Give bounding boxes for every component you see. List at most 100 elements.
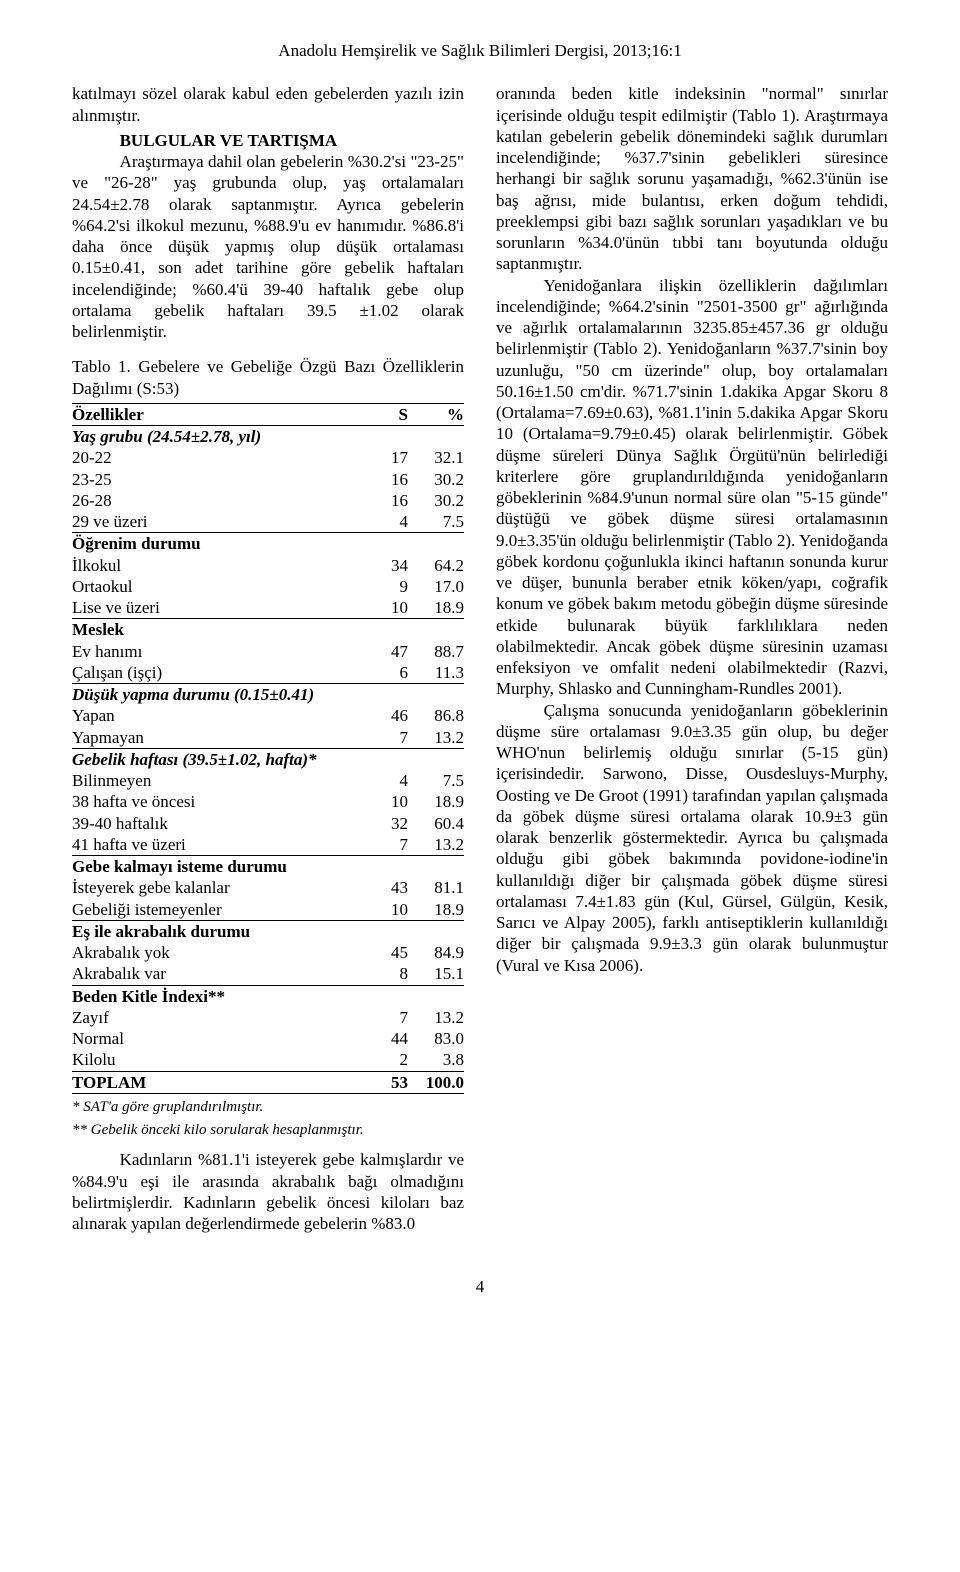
table-cell-percent: 32.1 bbox=[408, 447, 464, 468]
table-row: Yaş grubu (24.54±2.78, yıl) bbox=[72, 426, 464, 447]
table-row: Kilolu23.8 bbox=[72, 1049, 464, 1070]
table-cell-label: Çalışan (işçi) bbox=[72, 662, 364, 683]
table-row: 26-281630.2 bbox=[72, 490, 464, 511]
table-cell-count: 32 bbox=[364, 813, 408, 834]
table-cell-count: 7 bbox=[364, 1007, 408, 1028]
table-cell-label: TOPLAM bbox=[72, 1072, 364, 1093]
table-cell-count: 4 bbox=[364, 511, 408, 532]
table-cell-percent: 11.3 bbox=[408, 662, 464, 683]
table-cell-label: Akrabalık var bbox=[72, 963, 364, 984]
table-cell-count: 7 bbox=[364, 834, 408, 855]
section-heading-bulgular: BULGULAR VE TARTIŞMA bbox=[72, 130, 464, 151]
table-row: 41 hafta ve üzeri713.2 bbox=[72, 834, 464, 856]
table-cell-percent: 81.1 bbox=[408, 877, 464, 898]
paragraph: Araştırmaya dahil olan gebelerin %30.2's… bbox=[72, 151, 464, 342]
table-cell-label: 23-25 bbox=[72, 469, 364, 490]
table-cell-label: Eş ile akrabalık durumu bbox=[72, 921, 364, 942]
table-footnote: ** Gebelik önceki kilo sorularak hesapla… bbox=[72, 1121, 464, 1140]
table-cell-count: 44 bbox=[364, 1028, 408, 1049]
table-cell-label: Bilinmeyen bbox=[72, 770, 364, 791]
table-row: Lise ve üzeri1018.9 bbox=[72, 597, 464, 619]
two-column-layout: katılmayı sözel olarak kabul eden gebele… bbox=[72, 83, 888, 1234]
table-cell-count bbox=[364, 986, 408, 1007]
table-cell-percent: 100.0 bbox=[408, 1072, 464, 1093]
table-caption: Tablo 1. Gebelere ve Gebeliğe Özgü Bazı … bbox=[72, 356, 464, 399]
table-row: Gebe kalmayı isteme durumu bbox=[72, 856, 464, 877]
table-cell-count: 16 bbox=[364, 469, 408, 490]
table-1: Tablo 1. Gebelere ve Gebeliğe Özgü Bazı … bbox=[72, 356, 464, 1139]
table-cell-percent: 84.9 bbox=[408, 942, 464, 963]
table-row: Meslek bbox=[72, 619, 464, 640]
table-cell-label: Ev hanımı bbox=[72, 641, 364, 662]
table-cell-label: Gebe kalmayı isteme durumu bbox=[72, 856, 364, 877]
table-cell-label: 41 hafta ve üzeri bbox=[72, 834, 364, 855]
table-cell-count: 53 bbox=[364, 1072, 408, 1093]
table-cell-percent bbox=[408, 684, 464, 705]
table-cell-label: Akrabalık yok bbox=[72, 942, 364, 963]
table-row: 29 ve üzeri47.5 bbox=[72, 511, 464, 533]
table-cell-label: Zayıf bbox=[72, 1007, 364, 1028]
table-row: Gebeliği istemeyenler1018.9 bbox=[72, 899, 464, 921]
table-cell-count: 6 bbox=[364, 662, 408, 683]
table-row: Öğrenim durumu bbox=[72, 533, 464, 554]
table-cell-label: Yapan bbox=[72, 705, 364, 726]
table-row: Düşük yapma durumu (0.15±0.41) bbox=[72, 684, 464, 705]
table-cell-label: Öğrenim durumu bbox=[72, 533, 364, 554]
table-cell-label: İsteyerek gebe kalanlar bbox=[72, 877, 364, 898]
table-row: 39-40 haftalık3260.4 bbox=[72, 813, 464, 834]
table-cell-percent: 83.0 bbox=[408, 1028, 464, 1049]
table-cell-count: S bbox=[364, 404, 408, 425]
table-cell-percent: 18.9 bbox=[408, 899, 464, 920]
journal-header: Anadolu Hemşirelik ve Sağlık Bilimleri D… bbox=[72, 40, 888, 61]
table-cell-percent: % bbox=[408, 404, 464, 425]
table-cell-percent bbox=[408, 856, 464, 877]
table-row: ÖzelliklerS% bbox=[72, 403, 464, 426]
table-cell-percent: 60.4 bbox=[408, 813, 464, 834]
table-cell-count bbox=[364, 619, 408, 640]
left-column: katılmayı sözel olarak kabul eden gebele… bbox=[72, 83, 464, 1234]
table-cell-label: İlkokul bbox=[72, 555, 364, 576]
table-cell-label: 39-40 haftalık bbox=[72, 813, 364, 834]
table-row: İsteyerek gebe kalanlar4381.1 bbox=[72, 877, 464, 898]
table-cell-count: 16 bbox=[364, 490, 408, 511]
paragraph: Kadınların %81.1'i isteyerek gebe kalmış… bbox=[72, 1149, 464, 1234]
table-cell-count bbox=[364, 426, 408, 447]
table-row: Ortaokul917.0 bbox=[72, 576, 464, 597]
table-cell-count bbox=[364, 533, 408, 554]
table-cell-percent: 88.7 bbox=[408, 641, 464, 662]
table-row: Beden Kitle İndexi** bbox=[72, 986, 464, 1007]
table-row: 20-221732.1 bbox=[72, 447, 464, 468]
table-cell-percent: 30.2 bbox=[408, 469, 464, 490]
table-row: Gebelik haftası (39.5±1.02, hafta)* bbox=[72, 749, 464, 770]
table-cell-label: Lise ve üzeri bbox=[72, 597, 364, 618]
paragraph: Çalışma sonucunda yenidoğanların göbekle… bbox=[496, 700, 888, 976]
table-cell-count: 47 bbox=[364, 641, 408, 662]
table-cell-count: 9 bbox=[364, 576, 408, 597]
table-row: Yapmayan713.2 bbox=[72, 727, 464, 749]
table-cell-label: Gebeliği istemeyenler bbox=[72, 899, 364, 920]
table-row: İlkokul3464.2 bbox=[72, 555, 464, 576]
table-cell-percent bbox=[408, 921, 464, 942]
table-cell-label: Beden Kitle İndexi** bbox=[72, 986, 364, 1007]
table-cell-percent: 86.8 bbox=[408, 705, 464, 726]
table-row: Akrabalık yok4584.9 bbox=[72, 942, 464, 963]
table-row: Ev hanımı4788.7 bbox=[72, 641, 464, 662]
table-cell-label: 38 hafta ve öncesi bbox=[72, 791, 364, 812]
table-cell-percent: 3.8 bbox=[408, 1049, 464, 1070]
paragraph: katılmayı sözel olarak kabul eden gebele… bbox=[72, 83, 464, 126]
table-cell-percent: 13.2 bbox=[408, 1007, 464, 1028]
table-cell-count bbox=[364, 921, 408, 942]
table-cell-count: 43 bbox=[364, 877, 408, 898]
table-cell-percent: 64.2 bbox=[408, 555, 464, 576]
table-cell-label: Özellikler bbox=[72, 404, 364, 425]
table-cell-count: 10 bbox=[364, 791, 408, 812]
table-row: 38 hafta ve öncesi1018.9 bbox=[72, 791, 464, 812]
table-row: Normal4483.0 bbox=[72, 1028, 464, 1049]
table-row: Akrabalık var815.1 bbox=[72, 963, 464, 985]
table-row: Çalışan (işçi)611.3 bbox=[72, 662, 464, 684]
table-cell-count: 7 bbox=[364, 727, 408, 748]
paragraph: oranında beden kitle indeksinin "normal"… bbox=[496, 83, 888, 274]
table-cell-percent bbox=[408, 619, 464, 640]
table-cell-label: Ortaokul bbox=[72, 576, 364, 597]
table-cell-count bbox=[364, 856, 408, 877]
